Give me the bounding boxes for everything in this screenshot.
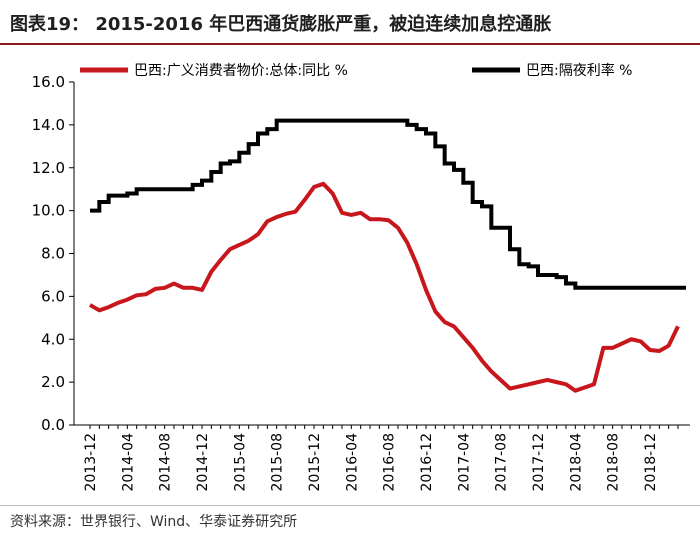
- x-tick-label: 2016-12: [419, 433, 435, 492]
- figure-title: 图表19： 2015-2016 年巴西通货膨胀严重，被迫连续加息控通胀: [10, 14, 552, 35]
- header-rule: [0, 43, 700, 45]
- series-line-0: [89, 181, 680, 393]
- figure-header: 图表19： 2015-2016 年巴西通货膨胀严重，被迫连续加息控通胀: [0, 0, 700, 46]
- x-tick-label: 2017-12: [531, 433, 547, 492]
- x-tick-label: 2017-04: [456, 433, 472, 492]
- y-tick-label: 0.0: [41, 416, 65, 434]
- x-tick-label: 2015-12: [307, 433, 323, 492]
- x-tick-label: 2018-12: [643, 433, 659, 492]
- x-tick-label: 2016-04: [344, 433, 360, 492]
- y-tick-label: 10.0: [32, 202, 65, 220]
- y-tick-label: 14.0: [32, 116, 65, 134]
- x-tick-label: 2014-12: [195, 433, 211, 492]
- brazil-cpi-rate-chart: 0.0 2.0 4.0 6.0 8.0 10.0 12.0 14.0 16.0 2013-12 20…: [32, 62, 690, 492]
- x-tick-label: 2014-04: [120, 433, 136, 492]
- x-tick-label: 2018-08: [606, 433, 622, 492]
- legend-label-1: 巴西:隔夜利率 %: [526, 62, 632, 79]
- y-tick-label: 12.0: [32, 159, 65, 177]
- x-tick-label: 2014-08: [158, 433, 174, 492]
- y-tick-label: 2.0: [41, 373, 65, 391]
- y-tick-label: 8.0: [41, 245, 65, 263]
- x-tick-label: 2013-12: [83, 433, 99, 492]
- x-tick-label: 2018-04: [568, 433, 584, 492]
- x-tick-label: 2017-08: [494, 433, 510, 492]
- y-tick-label: 16.0: [32, 73, 65, 91]
- legend-label-0: 巴西:广义消费者物价:总体:同比 %: [134, 63, 348, 79]
- source-note: 资料来源：世界银行、Wind、华泰证券研究所: [10, 514, 298, 530]
- x-tick-label: 2016-08: [382, 433, 398, 492]
- y-tick-label: 4.0: [41, 330, 65, 348]
- series-line-1: [90, 118, 686, 290]
- x-tick-label: 2015-04: [232, 433, 248, 492]
- x-tick-label: 2015-08: [270, 433, 286, 492]
- y-tick-label: 6.0: [41, 287, 65, 305]
- source-rule: [0, 505, 700, 506]
